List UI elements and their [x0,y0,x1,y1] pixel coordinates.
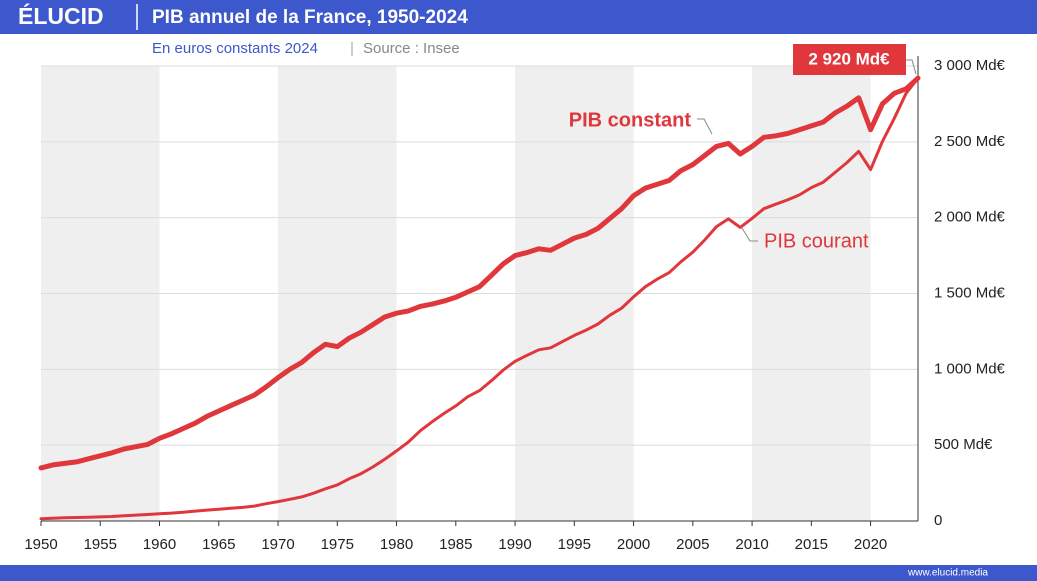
callout-line [906,59,917,75]
series-line [38,75,921,471]
x-tick-label: 1970 [261,536,294,553]
leader-line [741,227,758,242]
callout-label: 2 920 Md€ [808,49,890,68]
callout-box [793,44,906,75]
series-label: PIB courant [764,230,869,252]
x-tick-label: 2000 [617,536,650,553]
series-label: PIB constant [569,109,692,131]
x-tick-label: 1995 [558,536,591,553]
logo: ÉLUCID [18,2,104,29]
y-tick-label: 500 Md€ [934,436,993,453]
y-tick-label: 3 000 Md€ [934,57,1006,74]
x-tick-label: 1980 [380,536,413,553]
y-tick-label: 2 500 Md€ [934,133,1006,150]
chart-title: PIB annuel de la France, 1950-2024 [152,7,468,28]
x-tick-label: 1950 [24,536,57,553]
x-tick-label: 2010 [735,536,768,553]
y-tick-label: 2 000 Md€ [934,209,1006,226]
footer-url: www.elucid.media [907,568,988,579]
y-tick-label: 1 500 Md€ [934,284,1006,301]
x-tick-label: 1985 [439,536,472,553]
source: Source : Insee [363,40,460,57]
x-tick-label: 1965 [202,536,235,553]
footer-bar [0,565,1037,581]
x-tick-label: 1955 [84,536,117,553]
header-bar [0,0,1037,34]
y-tick-label: 0 [934,512,942,529]
y-tick-label: 1 000 Md€ [934,360,1006,377]
series-line [39,76,920,521]
x-tick-label: 2020 [854,536,887,553]
x-tick-label: 2015 [795,536,828,553]
subtitle: En euros constants 2024 [152,40,318,57]
x-tick-label: 2005 [676,536,709,553]
leader-line [697,118,713,135]
x-tick-label: 1960 [143,536,176,553]
x-tick-label: 1975 [321,536,354,553]
x-tick-label: 1990 [498,536,531,553]
